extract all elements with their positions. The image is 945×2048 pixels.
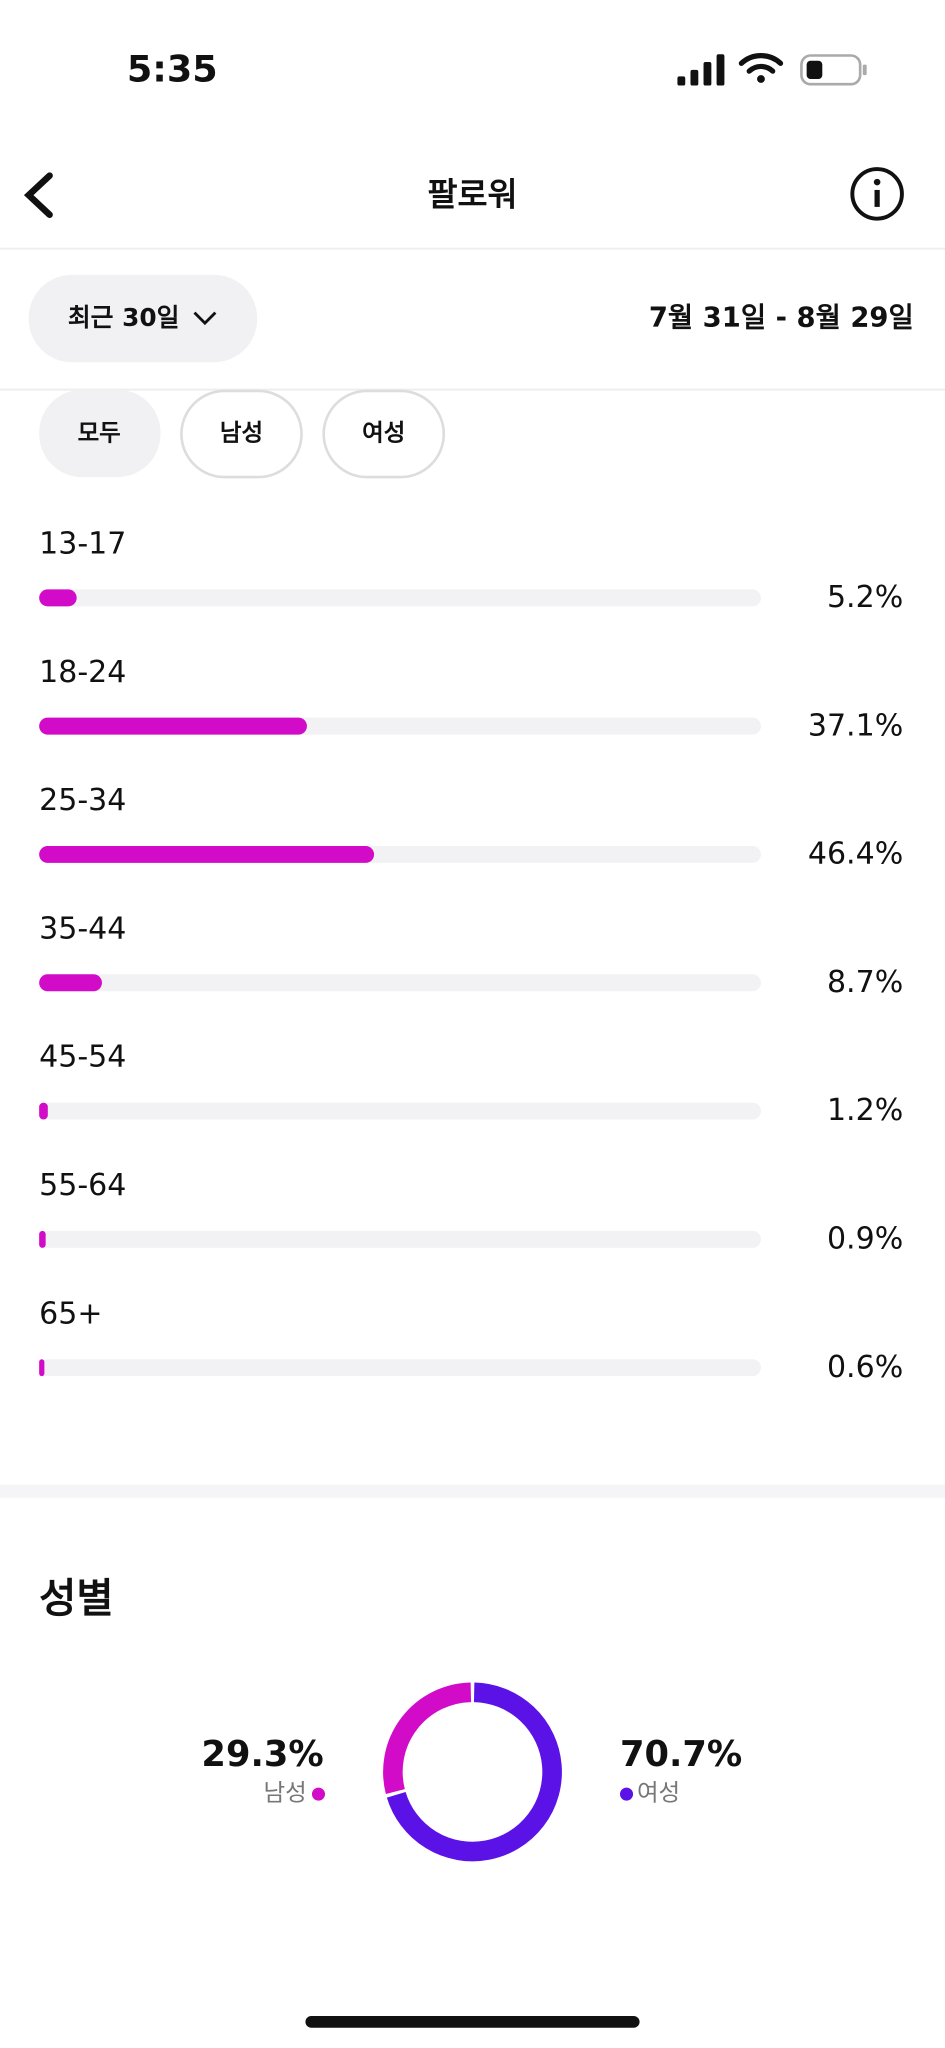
age-label: 35-44 <box>39 911 126 946</box>
value-label: 0.9% <box>827 1222 903 1257</box>
bar <box>39 1102 48 1120</box>
header-title: 팔로워 <box>427 175 517 213</box>
section-title: 성별 <box>39 1574 113 1622</box>
range-selector[interactable] <box>28 274 258 363</box>
gender-percent: 29.3% <box>201 1734 323 1775</box>
tab-label: 여성 <box>362 419 405 447</box>
age-label: 55-64 <box>39 1168 126 1203</box>
age-label: 45-54 <box>39 1040 126 1075</box>
legend-dot <box>619 1787 634 1801</box>
battery-icon <box>800 54 867 86</box>
dropdown-chevron <box>193 311 217 326</box>
donut-segment <box>386 1682 562 1862</box>
tab-label: 모두 <box>78 419 121 447</box>
status-time: 5:35 <box>127 48 218 91</box>
bar <box>39 974 102 992</box>
range-label: 최근 30일 <box>68 303 180 332</box>
bar-track <box>39 974 761 992</box>
value-label: 8.7% <box>827 965 903 1000</box>
tab-pill[interactable] <box>39 389 161 478</box>
bar <box>39 1359 45 1377</box>
info-button[interactable] <box>850 167 904 221</box>
age-label: 65+ <box>39 1296 102 1331</box>
gender-name: 여성 <box>637 1779 680 1807</box>
wifi-icon <box>738 53 784 83</box>
value-label: 37.1% <box>808 708 903 743</box>
home-indicator <box>305 2015 640 2028</box>
bar <box>39 589 77 607</box>
bar <box>39 717 307 735</box>
value-label: 46.4% <box>808 837 903 872</box>
bar <box>39 845 375 863</box>
bar-track <box>39 1230 761 1248</box>
tab-pill[interactable] <box>322 389 446 479</box>
section-divider <box>0 1484 945 1498</box>
age-label: 25-34 <box>39 783 126 818</box>
bar-track <box>39 1102 761 1120</box>
tab-label: 남성 <box>220 419 263 447</box>
value-label: 0.6% <box>827 1350 903 1385</box>
age-label: 13-17 <box>39 526 126 561</box>
legend-dot <box>311 1787 326 1801</box>
bar-track <box>39 589 761 607</box>
bar <box>39 1230 46 1248</box>
signal-icon <box>677 54 725 86</box>
value-label: 1.2% <box>827 1093 903 1128</box>
tab-pill[interactable] <box>180 389 303 479</box>
donut-segment <box>383 1682 472 1794</box>
back-button[interactable] <box>23 172 53 219</box>
gender-name: 남성 <box>264 1779 307 1807</box>
bar-track <box>39 1359 761 1377</box>
age-label: 18-24 <box>39 655 126 690</box>
gender-percent: 70.7% <box>620 1734 742 1775</box>
date-range: 7월 31일 - 8월 29일 <box>649 303 914 334</box>
value-label: 5.2% <box>827 580 903 615</box>
